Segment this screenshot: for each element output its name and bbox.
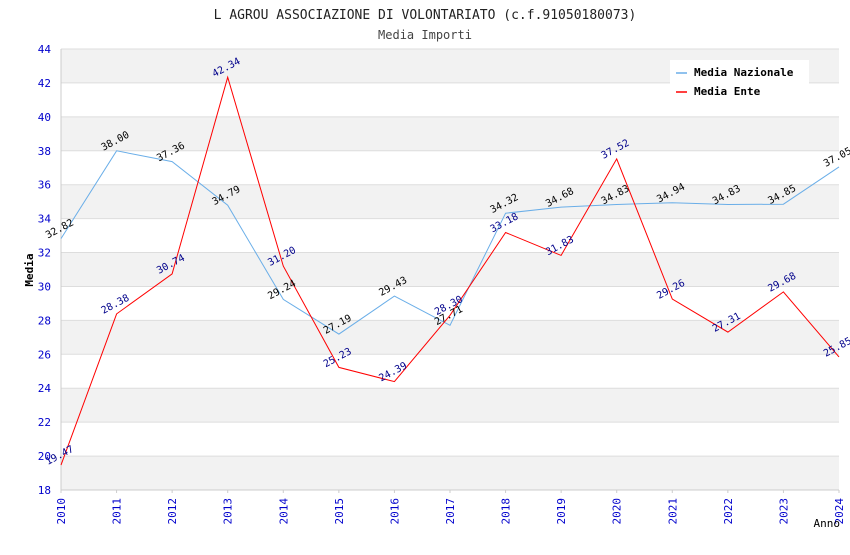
x-tick-label: 2014: [277, 498, 290, 525]
x-tick-label: 2013: [222, 498, 235, 525]
y-tick-label: 26: [38, 348, 51, 361]
data-point: [726, 203, 729, 206]
data-point: [393, 295, 396, 298]
y-tick-label: 32: [38, 247, 51, 260]
data-point: [671, 298, 674, 301]
data-point: [838, 355, 841, 358]
data-point: [671, 201, 674, 204]
x-tick-label: 2011: [111, 498, 124, 525]
data-point: [560, 254, 563, 257]
data-point: [337, 333, 340, 336]
plot-band: [61, 456, 839, 490]
data-point: [60, 237, 63, 240]
y-tick-labels: 18 20 22 24 26 28 30 32 34 36 38 40 42 44: [38, 43, 52, 497]
data-point: [226, 76, 229, 79]
legend-label: Media Nazionale: [694, 66, 794, 79]
legend-box: [670, 60, 809, 101]
plot-band: [61, 116, 839, 151]
x-tick-label: 2012: [166, 498, 179, 525]
axes: [60, 49, 840, 493]
plot-band: [61, 184, 839, 219]
x-tick-labels: 2010 2011 2012 2013 2014 2015 2016 2017 2018 2019…: [55, 498, 846, 525]
x-tick-label: 2010: [55, 498, 68, 525]
y-tick-label: 44: [38, 43, 52, 56]
legend-label: Media Ente: [694, 85, 761, 98]
x-tick-label: 2015: [333, 498, 346, 525]
data-point: [782, 203, 785, 206]
y-tick-label: 42: [38, 77, 51, 90]
data-point: [615, 157, 618, 160]
plot-band: [61, 320, 839, 355]
data-point: [171, 272, 174, 275]
y-tick-label: 36: [38, 179, 51, 192]
y-tick-label: 20: [38, 450, 51, 463]
grid-lines: [61, 48, 839, 491]
data-point: [560, 206, 563, 209]
y-axis-label: Media: [23, 253, 36, 286]
x-tick-label: 2016: [388, 498, 401, 525]
x-tick-label: 2017: [444, 498, 457, 525]
data-point: [393, 380, 396, 383]
x-axis-label: Anno: [814, 517, 841, 530]
data-point: [782, 290, 785, 293]
data-point: [282, 298, 285, 301]
plot-band: [61, 252, 839, 287]
chart-title: L AGROU ASSOCIAZIONE DI VOLONTARIATO (c.…: [214, 8, 637, 23]
x-tick-label: 2018: [500, 498, 513, 525]
data-point: [449, 324, 452, 327]
x-tick-label: 2022: [722, 498, 735, 525]
chart-subtitle: Media Importi: [378, 28, 472, 42]
series-lines: [60, 75, 841, 467]
x-tick-label: 2024: [833, 498, 846, 525]
legend: Media Nazionale Media Ente: [670, 60, 809, 101]
x-tick-label: 2021: [666, 498, 679, 525]
y-tick-label: 18: [38, 484, 51, 497]
x-tick-label: 2023: [777, 498, 790, 525]
y-tick-label: 34: [38, 213, 52, 226]
data-point: [115, 312, 118, 315]
y-tick-label: 22: [38, 416, 51, 429]
data-point: [60, 464, 63, 467]
data-point: [504, 212, 507, 215]
data-point: [615, 203, 618, 206]
plot-band: [61, 388, 839, 423]
data-point: [115, 149, 118, 152]
data-point: [337, 366, 340, 369]
series-line-media-nazionale: [60, 150, 840, 335]
x-tick-label: 2019: [555, 498, 568, 525]
x-tick-label: 2020: [611, 498, 624, 525]
y-tick-label: 30: [38, 280, 51, 293]
plot-bands: [61, 49, 839, 490]
data-point: [171, 160, 174, 163]
data-point: [226, 204, 229, 207]
data-point: [838, 165, 841, 168]
y-tick-label: 28: [38, 314, 51, 327]
y-tick-label: 40: [38, 111, 51, 124]
y-tick-label: 24: [38, 382, 52, 395]
data-point: [282, 265, 285, 268]
series-line-media-ente: [60, 75, 840, 466]
data-point: [726, 331, 729, 334]
y-tick-label: 38: [38, 145, 51, 158]
data-point: [504, 231, 507, 234]
